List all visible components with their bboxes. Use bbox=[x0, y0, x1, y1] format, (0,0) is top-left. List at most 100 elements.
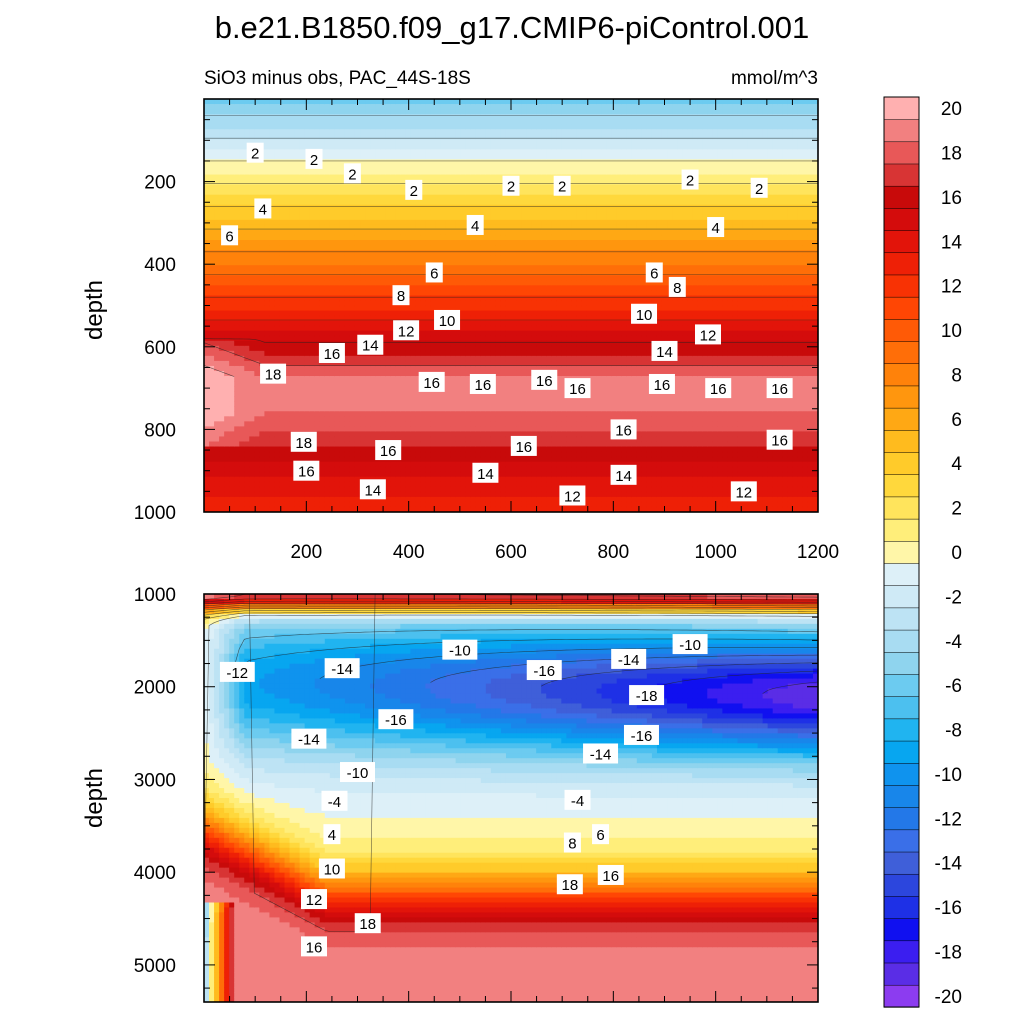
field-cell bbox=[314, 451, 321, 458]
field-cell bbox=[344, 376, 351, 382]
field-cell bbox=[405, 104, 411, 110]
field-cell bbox=[395, 466, 401, 473]
field-cell bbox=[279, 219, 286, 226]
field-cell bbox=[450, 234, 457, 241]
field-cell bbox=[244, 506, 250, 512]
field-cell bbox=[455, 154, 462, 161]
field-cell bbox=[239, 370, 245, 377]
field-cell bbox=[460, 164, 467, 171]
field-cell bbox=[480, 441, 487, 448]
field-cell bbox=[219, 365, 225, 372]
field-cell bbox=[269, 114, 276, 120]
field-cell bbox=[400, 496, 406, 503]
field-cell bbox=[380, 144, 386, 150]
field-cell bbox=[415, 391, 422, 397]
field-cell bbox=[390, 320, 396, 327]
field-cell bbox=[430, 124, 437, 130]
field-cell bbox=[410, 421, 416, 427]
field-cell bbox=[445, 501, 452, 508]
field-cell bbox=[219, 129, 225, 135]
field-cell bbox=[279, 275, 286, 281]
field-cell bbox=[370, 416, 376, 422]
field-cell bbox=[460, 154, 467, 161]
field-cell bbox=[279, 451, 286, 458]
field-cell bbox=[229, 189, 235, 196]
field-cell bbox=[319, 370, 326, 377]
field-cell bbox=[435, 446, 442, 453]
field-cell bbox=[445, 169, 452, 176]
field-cell bbox=[500, 149, 507, 156]
field-cell bbox=[440, 224, 447, 231]
field-cell bbox=[354, 411, 361, 417]
field-cell bbox=[500, 320, 507, 327]
field-cell bbox=[354, 260, 361, 266]
field-cell bbox=[249, 345, 255, 352]
field-cell bbox=[465, 124, 472, 130]
field-cell bbox=[490, 109, 497, 115]
field-cell bbox=[505, 134, 512, 140]
field-cell bbox=[430, 441, 437, 448]
field-cell bbox=[455, 280, 462, 286]
field-cell bbox=[505, 300, 512, 307]
field-cell bbox=[465, 134, 472, 140]
field-cell bbox=[400, 154, 406, 161]
field-cell bbox=[209, 320, 215, 327]
field-cell bbox=[309, 401, 316, 407]
field-cell bbox=[455, 174, 462, 181]
field-cell bbox=[249, 355, 255, 362]
field-cell bbox=[495, 401, 502, 407]
field-cell bbox=[395, 99, 401, 105]
field-cell bbox=[239, 124, 245, 130]
field-cell bbox=[410, 174, 416, 181]
field-cell bbox=[219, 250, 225, 256]
field-cell bbox=[450, 280, 457, 286]
field-cell bbox=[500, 381, 507, 387]
field-cell bbox=[204, 149, 210, 156]
field-cell bbox=[324, 285, 331, 291]
field-cell bbox=[239, 496, 245, 503]
field-cell bbox=[450, 431, 457, 438]
field-cell bbox=[224, 250, 230, 256]
field-cell bbox=[440, 275, 447, 281]
field-cell bbox=[375, 285, 381, 291]
field-cell bbox=[495, 214, 502, 221]
field-cell bbox=[395, 234, 401, 241]
field-cell bbox=[289, 365, 296, 372]
field-cell bbox=[304, 194, 311, 201]
field-cell bbox=[475, 270, 482, 276]
field-cell bbox=[410, 496, 416, 503]
field-cell bbox=[445, 376, 452, 382]
field-cell bbox=[354, 114, 361, 120]
field-cell bbox=[455, 229, 462, 236]
field-cell bbox=[465, 426, 472, 433]
field-cell bbox=[495, 370, 502, 377]
field-cell bbox=[380, 275, 386, 281]
field-cell bbox=[500, 124, 507, 130]
field-cell bbox=[405, 355, 411, 362]
field-cell bbox=[264, 431, 271, 438]
field-cell bbox=[349, 441, 356, 448]
field-cell bbox=[209, 290, 215, 297]
field-cell bbox=[445, 365, 452, 372]
field-cell bbox=[209, 315, 215, 322]
field-cell bbox=[354, 476, 361, 483]
field-cell bbox=[224, 481, 230, 488]
field-cell bbox=[490, 179, 497, 186]
field-cell bbox=[420, 124, 427, 130]
field-cell bbox=[319, 290, 326, 297]
field-cell bbox=[495, 124, 502, 130]
field-cell bbox=[495, 391, 502, 397]
field-cell bbox=[214, 99, 220, 105]
field-cell bbox=[365, 320, 371, 327]
field-cell bbox=[289, 340, 296, 347]
field-cell bbox=[460, 184, 467, 191]
field-cell bbox=[375, 401, 381, 407]
field-cell bbox=[360, 325, 366, 332]
field-cell bbox=[209, 265, 215, 271]
field-cell bbox=[375, 149, 381, 156]
field-cell bbox=[415, 144, 422, 150]
field-cell bbox=[435, 486, 442, 493]
field-cell bbox=[219, 441, 225, 448]
field-cell bbox=[360, 245, 366, 251]
field-cell bbox=[274, 134, 281, 140]
